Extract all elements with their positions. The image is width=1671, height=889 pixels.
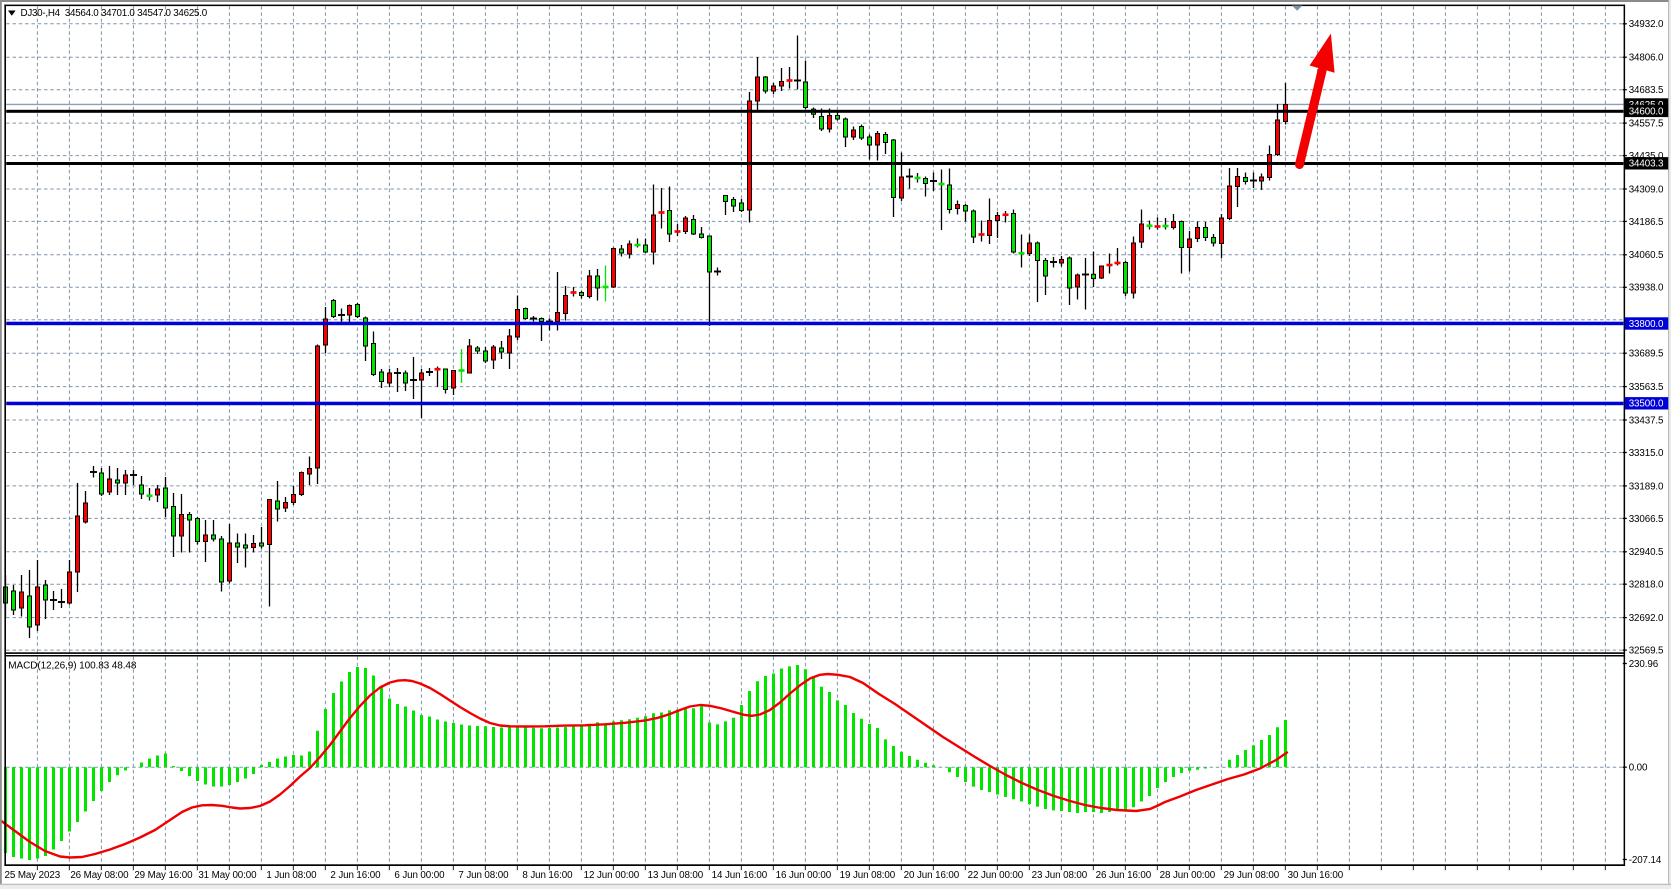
svg-text:34435.0: 34435.0 bbox=[1629, 151, 1664, 162]
svg-text:1 Jun 08:00: 1 Jun 08:00 bbox=[266, 870, 317, 881]
svg-text:32818.0: 32818.0 bbox=[1629, 580, 1664, 591]
svg-text:6 Jun 00:00: 6 Jun 00:00 bbox=[394, 870, 445, 881]
svg-text:16 Jun 00:00: 16 Jun 00:00 bbox=[776, 870, 832, 881]
svg-text:29 May 16:00: 29 May 16:00 bbox=[134, 870, 193, 881]
svg-text:14 Jun 16:00: 14 Jun 16:00 bbox=[712, 870, 768, 881]
svg-text:33066.5: 33066.5 bbox=[1629, 514, 1664, 525]
svg-text:22 Jun 00:00: 22 Jun 00:00 bbox=[968, 870, 1024, 881]
svg-text:33437.5: 33437.5 bbox=[1629, 415, 1664, 426]
svg-text:12 Jun 00:00: 12 Jun 00:00 bbox=[584, 870, 640, 881]
svg-text:32692.0: 32692.0 bbox=[1629, 613, 1664, 624]
svg-text:34186.5: 34186.5 bbox=[1629, 217, 1664, 228]
svg-text:34683.5: 34683.5 bbox=[1629, 85, 1664, 96]
svg-text:0.00: 0.00 bbox=[1629, 763, 1648, 774]
svg-text:8 Jun 16:00: 8 Jun 16:00 bbox=[522, 870, 573, 881]
svg-text:33563.5: 33563.5 bbox=[1629, 382, 1664, 393]
svg-text:MACD(12,26,9) 100.83 48.48: MACD(12,26,9) 100.83 48.48 bbox=[8, 660, 137, 671]
svg-text:34309.0: 34309.0 bbox=[1629, 184, 1664, 195]
svg-text:34403.3: 34403.3 bbox=[1629, 159, 1664, 170]
svg-text:33315.0: 33315.0 bbox=[1629, 448, 1664, 459]
svg-text:34557.5: 34557.5 bbox=[1629, 119, 1664, 130]
svg-text:33189.0: 33189.0 bbox=[1629, 481, 1664, 492]
svg-text:34932.0: 34932.0 bbox=[1629, 19, 1664, 30]
svg-text:33938.0: 33938.0 bbox=[1629, 283, 1664, 294]
svg-text:26 Jun 16:00: 26 Jun 16:00 bbox=[1096, 870, 1152, 881]
svg-text:34600.0: 34600.0 bbox=[1629, 106, 1664, 117]
svg-text:33800.0: 33800.0 bbox=[1629, 319, 1664, 330]
svg-text:26 May 08:00: 26 May 08:00 bbox=[70, 870, 129, 881]
svg-text:230.96: 230.96 bbox=[1629, 659, 1659, 670]
svg-text:30 Jun 16:00: 30 Jun 16:00 bbox=[1288, 870, 1344, 881]
svg-text:13 Jun 08:00: 13 Jun 08:00 bbox=[648, 870, 704, 881]
svg-text:19 Jun 08:00: 19 Jun 08:00 bbox=[840, 870, 896, 881]
svg-text:34806.0: 34806.0 bbox=[1629, 53, 1664, 64]
svg-text:31 May 00:00: 31 May 00:00 bbox=[198, 870, 257, 881]
svg-text:23 Jun 08:00: 23 Jun 08:00 bbox=[1032, 870, 1088, 881]
svg-text:-207.14: -207.14 bbox=[1629, 855, 1662, 866]
svg-text:20 Jun 16:00: 20 Jun 16:00 bbox=[904, 870, 960, 881]
svg-text:2 Jun 16:00: 2 Jun 16:00 bbox=[330, 870, 381, 881]
svg-text:33689.5: 33689.5 bbox=[1629, 349, 1664, 360]
svg-text:DJ30-,H4 34564.0 34701.0 3454: DJ30-,H4 34564.0 34701.0 34547.0 34625.0 bbox=[21, 8, 208, 19]
svg-text:32569.5: 32569.5 bbox=[1629, 646, 1664, 657]
svg-text:29 Jun 08:00: 29 Jun 08:00 bbox=[1224, 870, 1280, 881]
svg-text:25 May 2023: 25 May 2023 bbox=[5, 870, 61, 881]
svg-text:33500.0: 33500.0 bbox=[1629, 399, 1664, 410]
svg-text:28 Jun 00:00: 28 Jun 00:00 bbox=[1160, 870, 1216, 881]
svg-text:7 Jun 08:00: 7 Jun 08:00 bbox=[458, 870, 509, 881]
svg-text:34060.5: 34060.5 bbox=[1629, 250, 1664, 261]
svg-text:32940.5: 32940.5 bbox=[1629, 547, 1664, 558]
